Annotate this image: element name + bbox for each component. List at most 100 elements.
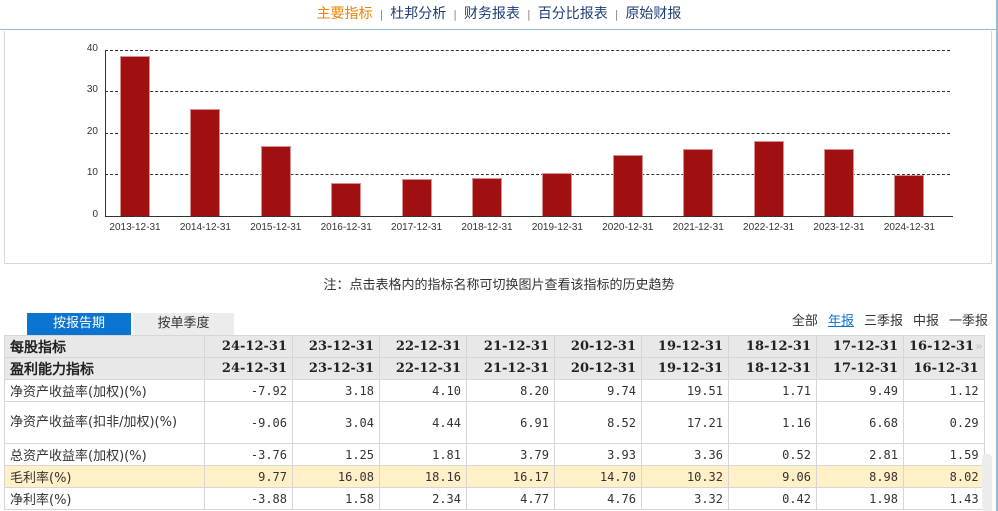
filter-all[interactable]: 全部 (791, 314, 818, 329)
table-cell-value: 16.17 (466, 465, 555, 488)
chart-container (4, 31, 992, 264)
scrollbar-thumb[interactable] (982, 454, 992, 511)
chart-bar[interactable] (753, 141, 784, 216)
x-tick-label: 2022-12-31 (743, 222, 795, 233)
table-section-label: 每股指标 (4, 335, 205, 358)
indicator-name-link[interactable]: 净资产收益率(扣非/加权)(%) (4, 401, 205, 444)
table-section-label: 盈利能力指标 (4, 357, 205, 380)
nav-dupont-analysis[interactable]: 杜邦分析 (390, 6, 447, 22)
column-date-label: 18-12-31 (745, 339, 811, 354)
column-date-header: 20-12-31 (554, 335, 642, 358)
column-date-header: 16-12-31» (903, 335, 985, 358)
x-tick-label: 2013-12-31 (109, 222, 161, 233)
table-cell-value: -9.06 (204, 401, 293, 444)
indicator-name-link[interactable]: 净资产收益率(加权)(%) (4, 379, 205, 402)
chart-bar[interactable] (683, 149, 714, 216)
x-tick-label: 2016-12-31 (320, 222, 372, 233)
table-cell-value: 1.98 (816, 487, 904, 510)
table-header-row: 每股指标 24-12-31 23-12-31 22-12-31 21-12-31 20-1… (4, 335, 985, 358)
chart-bar[interactable] (472, 178, 502, 216)
column-date-label: 20-12-31 (570, 361, 636, 376)
table-cell-value: 3.36 (641, 443, 729, 466)
tab-by-report-period[interactable]: 按报告期 (27, 313, 131, 335)
chart-bar[interactable] (331, 183, 362, 216)
tab-by-single-quarter[interactable]: 按单季度 (133, 313, 234, 335)
filter-q1[interactable]: 一季报 (948, 314, 988, 329)
table-row: 净利率(%) -3.88 1.58 2.34 4.77 4.76 3.32 0.42 1.98 1… (4, 487, 985, 510)
column-date-label: 18-12-31 (745, 361, 811, 376)
column-date-header: 21-12-31 (466, 335, 555, 358)
y-tick-label: 20 (86, 126, 98, 137)
table-cell-value: -7.92 (204, 379, 293, 402)
gridline (105, 91, 950, 92)
table-header-row: 盈利能力指标 24-12-31 23-12-31 22-12-31 21-12-31 20… (4, 357, 985, 380)
chart-bar[interactable] (824, 149, 854, 216)
table-cell-value: 6.68 (816, 401, 904, 444)
table-cell-value: 18.16 (379, 465, 467, 488)
y-tick-label: 0 (92, 209, 98, 220)
indicator-name-link[interactable]: 净利率(%) (4, 487, 205, 510)
nav-original-reports[interactable]: 原始财报 (625, 6, 682, 22)
column-date-header: 17-12-31 (816, 335, 904, 358)
table-cell-value: 9.49 (816, 379, 904, 402)
column-date-label: 24-12-31 (221, 339, 287, 354)
chart-bar[interactable] (894, 175, 925, 216)
nav-percentage-statements[interactable]: 百分比报表 (537, 6, 608, 22)
x-tick-label: 2020-12-31 (602, 222, 654, 233)
column-date-header: 22-12-31 (379, 335, 467, 358)
table-cell-value: 3.32 (641, 487, 729, 510)
table-row: 总资产收益率(加权)(%) -3.76 1.25 1.81 3.79 3.93 3.36 0.… (4, 443, 985, 466)
chart-bar[interactable] (612, 155, 643, 216)
table-cell-value: 0.42 (728, 487, 817, 510)
filter-q3[interactable]: 三季报 (863, 314, 903, 329)
table-cell-value: 1.58 (292, 487, 380, 510)
filter-annual[interactable]: 年报 (827, 314, 854, 329)
nav-separator: | (614, 8, 619, 21)
table-cell-value: 10.32 (641, 465, 729, 488)
table-cell-value: 8.02 (903, 465, 985, 488)
column-date-label: 22-12-31 (395, 361, 461, 376)
gridline (105, 50, 950, 51)
gridline (105, 174, 950, 175)
table-cell-value: 9.74 (554, 379, 642, 402)
x-tick-label: 2019-12-31 (531, 222, 583, 233)
table-cell-value: 14.70 (554, 465, 642, 488)
chart-bar[interactable] (190, 109, 221, 216)
y-tick-label: 10 (86, 167, 98, 178)
table-cell-value: 17.21 (641, 401, 729, 444)
table-cell-value: 4.77 (466, 487, 555, 510)
indicator-name-link[interactable]: 总资产收益率(加权)(%) (4, 443, 205, 466)
table-row: 净资产收益率(扣非/加权)(%) -9.06 3.04 4.44 6.91 8.52 17.… (4, 401, 985, 444)
y-tick-label: 40 (86, 43, 98, 54)
nav-main-indicators[interactable]: 主要指标 (316, 6, 373, 22)
column-date-label: 19-12-31 (657, 361, 723, 376)
chart-bar[interactable] (260, 146, 291, 216)
nav-separator: | (453, 8, 457, 21)
table-row: 净资产收益率(加权)(%) -7.92 3.18 4.10 8.20 9.74 19.51 1… (4, 379, 985, 402)
chart-bar[interactable] (401, 179, 432, 216)
column-date-header: 19-12-31 (641, 335, 729, 358)
filter-interim[interactable]: 中报 (912, 314, 939, 329)
y-tick-label: 30 (86, 84, 98, 95)
report-type-filters: 全部 年报 三季报 中报 一季报 (782, 310, 988, 329)
chart-bar[interactable] (542, 173, 573, 216)
column-date-label: 19-12-31 (657, 339, 723, 354)
page-right-border (996, 0, 998, 511)
column-date-header: 23-12-31 (292, 357, 380, 380)
column-date-label: 23-12-31 (308, 361, 374, 376)
nav-financial-statements[interactable]: 财务报表 (464, 6, 520, 22)
column-date-header: 22-12-31 (379, 357, 467, 380)
indicator-name-link[interactable]: 毛利率(%) (4, 465, 205, 488)
chart-bar[interactable] (120, 56, 150, 216)
table-cell-value: 1.43 (903, 487, 985, 510)
x-tick-label: 2018-12-31 (461, 222, 513, 233)
table-cell-value: 8.52 (554, 401, 642, 444)
indicators-table: 每股指标 24-12-31 23-12-31 22-12-31 21-12-31 20-1… (4, 335, 985, 510)
column-date-header: 20-12-31 (554, 357, 642, 380)
table-cell-value: 8.98 (816, 465, 904, 488)
table-cell-value: 9.77 (204, 465, 293, 488)
x-tick-label: 2024-12-31 (883, 222, 935, 233)
column-date-label: 24-12-31 (221, 361, 287, 376)
next-columns-arrow-icon[interactable]: » (975, 339, 983, 353)
table-cell-value: 1.71 (728, 379, 817, 402)
